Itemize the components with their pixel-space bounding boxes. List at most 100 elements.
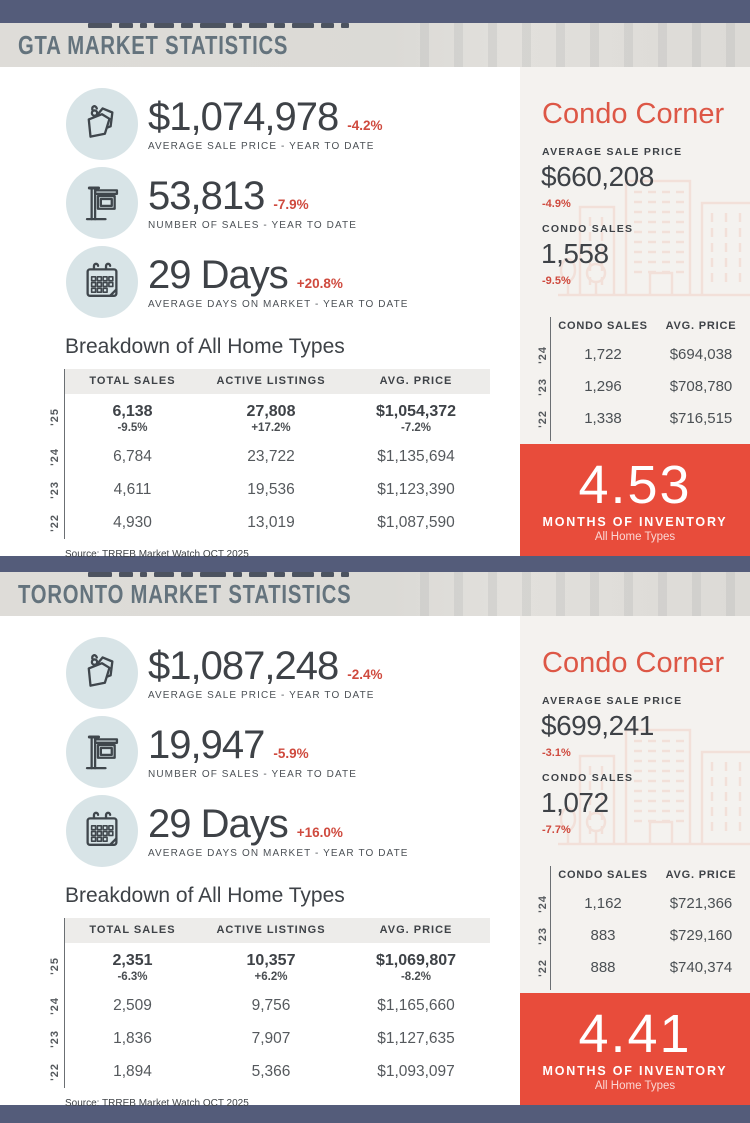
condo-sales-label: CONDO SALES (542, 223, 634, 235)
table-cell: $1,054,372 -7.2% (375, 403, 457, 434)
table-axis-line (64, 918, 65, 1088)
stat-row-days-on-market: 29 Days +20.8% AVERAGE DAYS ON MARKET - … (66, 242, 520, 321)
gta-section: $1,074,978 -4.2% AVERAGE SALE PRICE - YE… (0, 67, 750, 560)
year-label: '22 (536, 410, 549, 428)
condo-sales-change: -9.5% (542, 275, 571, 287)
table-cell: $729,160 (669, 927, 733, 944)
column-header: AVG. PRICE (342, 918, 490, 943)
toronto-banner: TORONTO MARKET STATISTICS (0, 572, 750, 616)
condo-corner-title: Condo Corner (542, 98, 725, 130)
section-title: GTA MARKET STATISTICS (18, 29, 289, 60)
table-cell: 4,930 (113, 514, 152, 531)
table-cell: 4,611 (113, 481, 152, 498)
table-cell: 10,357 +6.2% (246, 952, 296, 983)
year-label: '23 (536, 378, 549, 396)
condo-sales-label: CONDO SALES (542, 772, 634, 784)
condo-avg-price-label: AVERAGE SALE PRICE (542, 695, 683, 707)
section-title: TORONTO MARKET STATISTICS (18, 578, 352, 609)
table-cell: 1,338 (584, 410, 622, 427)
top-bar (0, 0, 750, 23)
table-cell: 6,784 (113, 448, 152, 465)
breakdown-title: Breakdown of All Home Types (65, 335, 345, 358)
table-cell: $1,123,390 (377, 481, 455, 498)
stat-row-days-on-market: 29 Days +16.0% AVERAGE DAYS ON MARKET - … (66, 791, 520, 870)
stat-label: AVERAGE DAYS ON MARKET - YEAR TO DATE (148, 298, 409, 310)
table-cell: $716,515 (669, 410, 733, 427)
table-cell: 2,351 -6.3% (112, 952, 153, 983)
year-label: '22 (48, 1062, 61, 1081)
for-sale-sign-icon (66, 715, 138, 788)
stat-label: AVERAGE SALE PRICE - YEAR TO DATE (148, 689, 375, 701)
condo-history-table: CONDO SALES AVG. PRICE '24 1,722 $694,03… (534, 317, 747, 441)
table-cell: $1,127,635 (377, 1030, 455, 1047)
condo-sales-value: 1,072 (541, 787, 609, 818)
stat-row-sales: 53,813 -7.9% NUMBER OF SALES - YEAR TO D… (66, 163, 520, 242)
stat-value: 29 Days (148, 252, 289, 297)
condo-avg-price-label: AVERAGE SALE PRICE (542, 146, 683, 158)
stat-row-avg-price: $1,087,248 -2.4% AVERAGE SALE PRICE - YE… (66, 633, 520, 712)
table-cell: 7,907 (251, 1030, 291, 1047)
table-cell: 23,722 (247, 448, 295, 465)
months-of-inventory-box: 4.53 MONTHS OF INVENTORY All Home Types (520, 444, 750, 556)
year-label: '22 (48, 513, 61, 532)
source-note: Source: TRREB Market Watch OCT 2025 (65, 549, 249, 560)
condo-buildings-illustration (558, 728, 750, 846)
banner-photo-artifact (88, 572, 349, 577)
table-cell: 2,509 (113, 997, 152, 1014)
column-header: AVG. PRICE (342, 369, 490, 394)
table-cell: $1,069,807 -8.2% (375, 952, 457, 983)
inventory-sublabel: All Home Types (594, 530, 676, 543)
calendar-icon (66, 794, 138, 867)
year-label: '23 (48, 480, 61, 499)
table-cell: $694,038 (669, 346, 733, 363)
table-cell: 1,836 (113, 1030, 152, 1047)
inventory-label: MONTHS OF INVENTORY (542, 514, 728, 529)
table-cell: $1,135,694 (377, 448, 455, 465)
table-axis-line (64, 369, 65, 539)
year-label: '24 (536, 346, 549, 364)
condo-avg-price-value: $660,208 (541, 161, 654, 192)
year-label: '25 (48, 957, 61, 975)
inventory-sublabel: All Home Types (594, 1079, 676, 1092)
table-cell: 27,808 +17.2% (246, 403, 296, 434)
inventory-value: 4.53 (578, 454, 692, 515)
table-cell: 9,756 (251, 997, 291, 1014)
table-cell: 13,019 (247, 514, 295, 531)
condo-corner-panel: Condo Corner AVERAGE SALE PRICE $699,241… (520, 616, 750, 1105)
gta-banner: GTA MARKET STATISTICS (0, 23, 750, 67)
table-cell: 888 (590, 959, 616, 976)
column-header: CONDO SALES (558, 320, 648, 332)
column-header: ACTIVE LISTINGS (200, 369, 342, 394)
months-of-inventory-box: 4.41 MONTHS OF INVENTORY All Home Types (520, 993, 750, 1105)
year-label: '25 (48, 408, 61, 426)
stat-change: +20.8% (296, 275, 343, 291)
table-axis-line (550, 866, 551, 990)
stat-value: 29 Days (148, 801, 289, 846)
stat-value: $1,074,978 (148, 94, 339, 139)
toronto-section: $1,087,248 -2.4% AVERAGE SALE PRICE - YE… (0, 616, 750, 1109)
stat-label: NUMBER OF SALES - YEAR TO DATE (148, 768, 357, 780)
inventory-value: 4.41 (578, 1003, 692, 1064)
column-header: AVG. PRICE (665, 869, 737, 881)
stat-label: AVERAGE SALE PRICE - YEAR TO DATE (148, 140, 375, 152)
table-cell: 19,536 (247, 481, 295, 498)
stat-change: -4.2% (347, 117, 383, 133)
stat-row-sales: 19,947 -5.9% NUMBER OF SALES - YEAR TO D… (66, 712, 520, 791)
year-label: '22 (536, 959, 549, 977)
calendar-icon (66, 245, 138, 318)
table-cell: 5,366 (251, 1063, 291, 1080)
column-header: CONDO SALES (558, 869, 648, 881)
for-sale-sign-icon (66, 166, 138, 239)
condo-history-table: CONDO SALES AVG. PRICE '24 1,162 $721,36… (534, 866, 747, 990)
column-header: AVG. PRICE (665, 320, 737, 332)
stat-label: NUMBER OF SALES - YEAR TO DATE (148, 219, 357, 231)
condo-avg-price-value: $699,241 (541, 710, 654, 741)
stat-value: 53,813 (148, 173, 265, 218)
column-header: ACTIVE LISTINGS (200, 918, 342, 943)
condo-sales-change: -7.7% (542, 824, 571, 836)
stat-label: AVERAGE DAYS ON MARKET - YEAR TO DATE (148, 847, 409, 859)
condo-corner-title: Condo Corner (542, 647, 725, 679)
stat-change: -5.9% (273, 745, 309, 761)
bottom-bar (0, 1105, 750, 1123)
table-cell: 6,138 -9.5% (112, 403, 153, 434)
